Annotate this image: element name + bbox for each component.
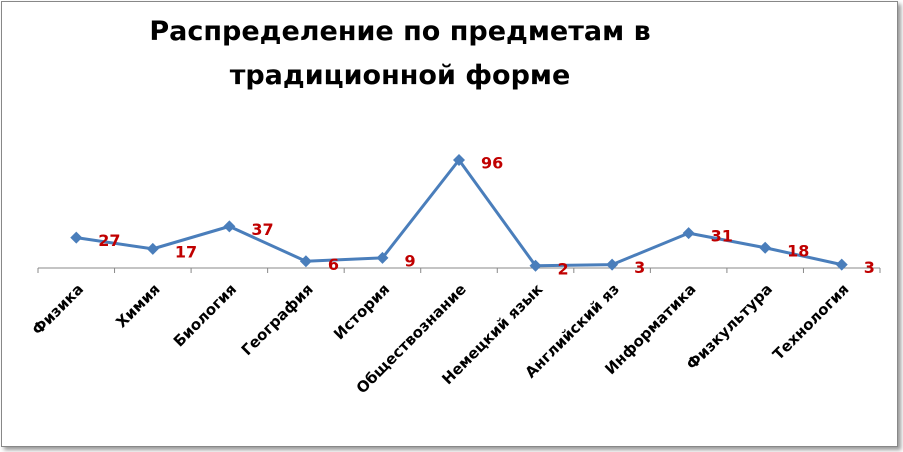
- marker: [376, 251, 389, 264]
- x-tick-label: География: [238, 280, 317, 359]
- x-tick-label: Химия: [112, 280, 163, 331]
- marker: [146, 242, 159, 255]
- data-label: 18: [787, 241, 809, 260]
- x-tick-label: Технология: [769, 280, 852, 363]
- marker: [759, 241, 772, 254]
- marker: [453, 154, 465, 166]
- marker: [529, 259, 542, 272]
- marker: [682, 227, 695, 240]
- marker: [223, 220, 236, 233]
- marker: [835, 258, 848, 271]
- data-label: 37: [251, 220, 273, 239]
- data-label: 96: [481, 154, 503, 173]
- marker: [606, 258, 619, 271]
- data-label: 6: [328, 255, 339, 274]
- marker: [299, 255, 312, 268]
- data-label: 31: [711, 227, 733, 246]
- marker: [70, 231, 83, 244]
- data-label: 3: [634, 258, 645, 277]
- data-label: 17: [175, 242, 197, 261]
- data-label: 3: [864, 258, 875, 277]
- data-label: 2: [558, 259, 569, 278]
- x-tick-label: Биология: [170, 280, 240, 350]
- data-label: 9: [404, 251, 415, 270]
- x-tick-label: Физика: [28, 280, 87, 339]
- x-tick-label: История: [330, 280, 393, 343]
- data-label: 27: [98, 231, 120, 250]
- chart-title: Распределение по предметам в традиционно…: [149, 16, 651, 91]
